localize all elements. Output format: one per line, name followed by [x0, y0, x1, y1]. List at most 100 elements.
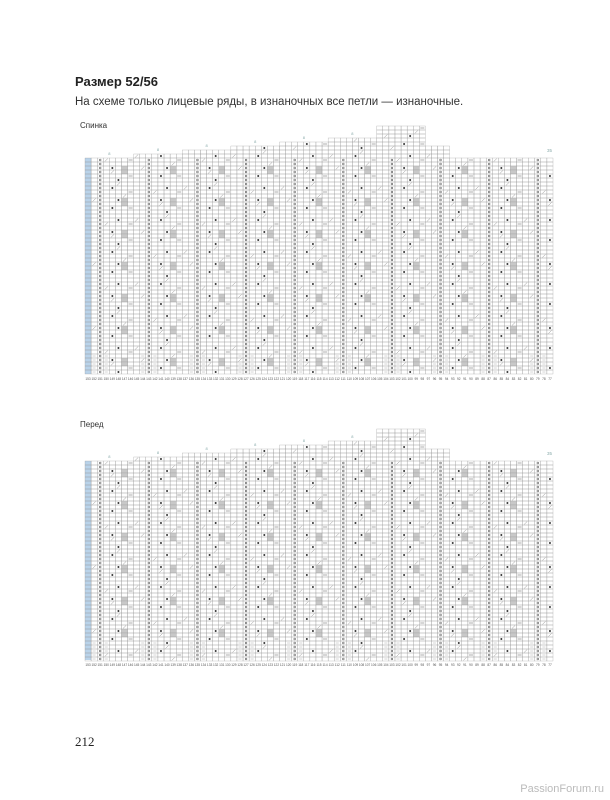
symbol-yarn-over — [293, 254, 296, 258]
chart-cell — [176, 305, 183, 311]
chart-cell — [370, 165, 377, 171]
symbol-slash — [110, 234, 115, 238]
symbol-knot — [214, 199, 217, 201]
chart-cell — [90, 301, 98, 307]
chart-cell — [473, 197, 481, 203]
chart-cell — [248, 233, 256, 239]
chart-cell — [297, 305, 304, 311]
symbol-yarn-over — [488, 270, 491, 274]
chart-cell — [388, 369, 396, 375]
chart-cell — [467, 209, 475, 215]
symbol-yarn-over — [488, 218, 491, 222]
chart-cell — [479, 201, 487, 207]
symbol-knot — [409, 371, 412, 373]
chart-cell — [230, 309, 238, 315]
chart-cell — [103, 265, 110, 271]
symbol-yarn-over — [488, 302, 491, 306]
chart-cell — [267, 269, 274, 275]
chart-cell — [157, 333, 165, 339]
chart-cell — [303, 353, 311, 359]
chart-cell — [315, 317, 323, 323]
chart-cell — [388, 245, 396, 251]
chart-cell — [103, 325, 110, 331]
chart-cell — [370, 305, 377, 311]
chart-cell — [200, 325, 207, 331]
chart-cell — [115, 293, 122, 299]
chart-cell — [267, 277, 274, 283]
chart-cell — [327, 241, 335, 247]
chart-cell — [334, 137, 341, 143]
chart-cell — [455, 365, 462, 371]
chart-cell — [449, 309, 456, 315]
chart-cell — [485, 265, 493, 271]
chart-cell — [400, 369, 408, 375]
chart-cell — [461, 157, 469, 163]
chart-cell — [242, 337, 250, 343]
chart-cell — [224, 161, 232, 167]
chart-cell — [176, 313, 183, 319]
chart-cell — [145, 293, 153, 299]
chart-cell — [242, 349, 250, 355]
chart-cell — [200, 201, 207, 207]
chart-cell — [273, 245, 280, 251]
chart-cell — [194, 229, 201, 235]
chart-cell — [255, 361, 262, 367]
symbol-slash — [122, 194, 127, 198]
chart-cell — [103, 297, 110, 303]
chart-cell — [382, 333, 390, 339]
symbol-yarn-over — [342, 170, 345, 174]
chart-cell — [334, 337, 341, 343]
symbol-yarn-over — [147, 330, 150, 334]
symbol-yarn-over — [99, 242, 102, 246]
chart-cell — [133, 181, 140, 187]
chart-cell — [467, 197, 475, 203]
symbol-yarn-over — [99, 326, 102, 330]
chart-cell — [352, 233, 359, 239]
chart-cell — [255, 241, 262, 247]
chart-cell — [242, 357, 250, 363]
chart-cell — [90, 189, 98, 195]
chart-cell — [236, 349, 244, 355]
chart-cell — [321, 149, 329, 155]
chart-cell — [151, 157, 159, 163]
chart-cell — [485, 165, 493, 171]
chart-cell — [279, 253, 286, 259]
chart-cell — [340, 261, 347, 267]
symbol-slash — [256, 330, 260, 334]
chart-cell — [473, 261, 481, 267]
chart-cell — [334, 241, 341, 247]
chart-cell — [303, 265, 311, 271]
chart-cell — [443, 185, 450, 191]
chart-cell — [151, 249, 159, 255]
chart-cell — [413, 225, 420, 231]
symbol-yarn-over — [342, 310, 345, 314]
chart-cell — [370, 369, 377, 375]
column-number: 146 — [128, 377, 134, 381]
chart-cell — [394, 213, 402, 219]
shaded-cell — [461, 294, 468, 298]
symbol-slash — [286, 198, 291, 202]
shaded-cell — [461, 234, 468, 238]
chart-cell — [431, 157, 438, 163]
chart-cell — [182, 365, 189, 371]
symbol-slash — [207, 234, 212, 238]
chart-cell — [315, 173, 323, 179]
chart-cell — [419, 145, 426, 151]
symbol-slash — [335, 294, 339, 298]
chart-cell — [473, 205, 481, 211]
chart-cell — [115, 353, 122, 359]
symbol-yarn-over — [99, 290, 102, 294]
shaded-cell — [315, 266, 323, 270]
symbol-yarn-over — [439, 290, 442, 294]
chart-cell — [97, 301, 104, 307]
chart-cell — [297, 297, 304, 303]
symbol-yarn-over — [99, 230, 102, 234]
chart-cell — [97, 229, 104, 235]
chart-cell — [212, 341, 219, 347]
chart-cell — [103, 329, 110, 335]
chart-cell — [163, 177, 171, 183]
symbol-yarn-over — [390, 262, 394, 266]
shaded-cell — [218, 234, 225, 238]
chart-cell — [248, 305, 256, 311]
chart-cell — [97, 209, 104, 215]
